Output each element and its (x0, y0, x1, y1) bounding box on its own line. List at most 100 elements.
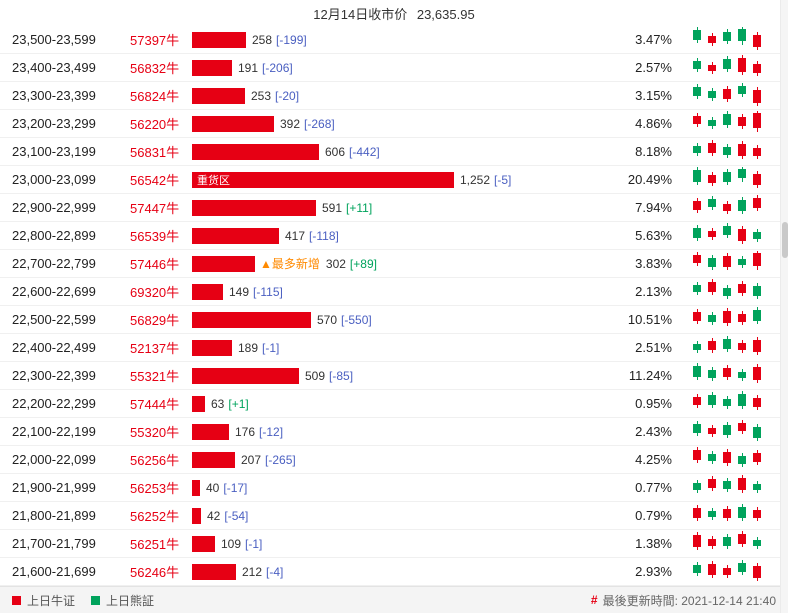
volume-bar (192, 535, 215, 552)
candle-body (723, 287, 731, 296)
bar-cell: 606 [-442] (192, 143, 602, 160)
warrant-code-link[interactable]: 56829牛 (130, 313, 180, 328)
warrant-code-link[interactable]: 57446牛 (130, 257, 180, 272)
candles-inner (691, 559, 769, 585)
candle-body (723, 367, 731, 377)
scrollbar[interactable] (780, 0, 788, 613)
candle-body (723, 424, 731, 435)
candle-body (693, 449, 701, 460)
table-row: 22,500-22,599 56829牛 570 [-550] 10.51% (0, 306, 788, 334)
candle-body (708, 230, 716, 237)
warrant-code-link[interactable]: 56539牛 (130, 229, 180, 244)
bar-change: [-1] (245, 536, 263, 551)
bar-change: [+1] (228, 396, 249, 411)
candles-inner (691, 530, 769, 557)
warrant-code-link[interactable]: 56831牛 (130, 145, 180, 160)
bar-value: 149 (229, 284, 250, 299)
candlestick-chart (672, 362, 788, 389)
warrant-code-link[interactable]: 56251牛 (130, 537, 180, 552)
distribution-table: 23,500-23,599 57397牛 258 [-199] 3.47% 23,400-… (0, 26, 788, 586)
warrant-code-link[interactable]: 56246牛 (130, 565, 180, 580)
scrollbar-thumb[interactable] (782, 222, 788, 258)
warrant-code-link[interactable]: 55320牛 (130, 425, 180, 440)
bar-cell: 417 [-118] (192, 227, 602, 244)
candlestick-chart (672, 530, 788, 557)
price-range-label: 21,600-21,699 (12, 564, 96, 579)
warrant-code-link[interactable]: 56253牛 (130, 481, 180, 496)
candle-body (753, 452, 761, 462)
table-row: 22,800-22,899 56539牛 417 [-118] 5.63% (0, 222, 788, 250)
candle-body (738, 258, 746, 265)
close-price: 23,635.95 (416, 6, 475, 22)
price-range-label: 23,300-23,399 (12, 88, 96, 103)
legend: 上日牛证 上日熊証 (12, 592, 154, 609)
volume-bar (192, 255, 255, 272)
volume-bar (192, 395, 205, 412)
bar-cell: 258 [-199] (192, 31, 602, 48)
candlestick-chart (672, 559, 788, 585)
warrant-code-link[interactable]: 57397牛 (130, 33, 180, 48)
candle-body (708, 453, 716, 461)
candle-body (693, 29, 701, 40)
footer-legend: 上日牛证 上日熊証 # 最後更新時間: 2021-12-14 21:40 (0, 586, 788, 613)
warrant-code-link[interactable]: 56220牛 (130, 117, 180, 132)
bear-legend-swatch (91, 595, 101, 605)
bar-value: 42 (207, 508, 221, 523)
bar-cell: 570 [-550] (192, 311, 602, 328)
warrant-code-link[interactable]: 57444牛 (130, 397, 180, 412)
bar-cell: 149 [-115] (192, 283, 602, 300)
candle-body (753, 252, 761, 266)
warrant-code-link[interactable]: 52137牛 (130, 341, 180, 356)
volume-bar (192, 339, 232, 356)
candle-body (723, 398, 731, 406)
warrant-code-link[interactable]: 57447牛 (130, 201, 180, 216)
price-range-label: 21,700-21,799 (12, 536, 96, 551)
percentage-label: 2.93% (635, 564, 672, 579)
table-row: 23,100-23,199 56831牛 606 [-442] 8.18% (0, 138, 788, 166)
candle-body (708, 64, 716, 71)
table-row: 22,200-22,299 57444牛 63 [+1] 0.95% (0, 390, 788, 418)
warrant-code-link[interactable]: 56824牛 (130, 89, 180, 104)
warrant-code-link[interactable]: 56252牛 (130, 509, 180, 524)
candle-body (693, 396, 701, 405)
candles-inner (691, 26, 769, 53)
bar-value: 207 (241, 452, 262, 467)
bar-value: 417 (285, 228, 306, 243)
warrant-code-link[interactable]: 56832牛 (130, 61, 180, 76)
candlestick-chart (672, 390, 788, 417)
title-date: 12月14日收市价 (313, 6, 408, 22)
table-row: 22,600-22,699 69320牛 149 [-115] 2.13% (0, 278, 788, 306)
volume-bar: 重货区 (192, 171, 454, 188)
candles-inner (691, 82, 769, 109)
volume-bar (192, 311, 311, 328)
bear-legend-label: 上日熊証 (106, 593, 155, 608)
bar-cell: 212 [-4] (192, 563, 602, 580)
candlestick-chart (672, 474, 788, 501)
candles-inner (691, 166, 769, 193)
candlestick-chart (672, 446, 788, 473)
candle-body (723, 31, 731, 41)
bar-cell: 509 [-85] (192, 367, 602, 384)
price-range-label: 22,100-22,199 (12, 424, 96, 439)
warrant-code-link[interactable]: 55321牛 (130, 369, 180, 384)
percentage-label: 10.51% (627, 312, 672, 327)
table-row: 22,700-22,799 57446牛 ▲最多新增 302 [+89] 3.83% (0, 250, 788, 278)
candlestick-chart (672, 250, 788, 277)
last-updated-label: 最後更新時間: 2021-12-14 21:40 (602, 593, 776, 608)
candlestick-chart (672, 139, 788, 165)
percentage-label: 2.13% (635, 284, 672, 299)
percentage-label: 5.63% (635, 228, 672, 243)
table-row: 21,600-21,699 56246牛 212 [-4] 2.93% (0, 558, 788, 586)
candle-body (753, 34, 761, 47)
table-row: 23,000-23,099 56542牛 重货区 1,252 [-5] 20.49% (0, 166, 788, 194)
warrant-code-link[interactable]: 56542牛 (130, 173, 180, 188)
bar-value: 1,252 (460, 172, 491, 187)
warrant-code-link[interactable]: 56256牛 (130, 453, 180, 468)
candle-body (693, 169, 701, 182)
bar-cell: 42 [-54] (192, 507, 602, 524)
candle-body (753, 483, 761, 490)
bar-value: 191 (238, 60, 259, 75)
warrant-code-link[interactable]: 69320牛 (130, 285, 180, 300)
percentage-label: 11.24% (628, 368, 672, 383)
bar-cell: 109 [-1] (192, 535, 602, 552)
